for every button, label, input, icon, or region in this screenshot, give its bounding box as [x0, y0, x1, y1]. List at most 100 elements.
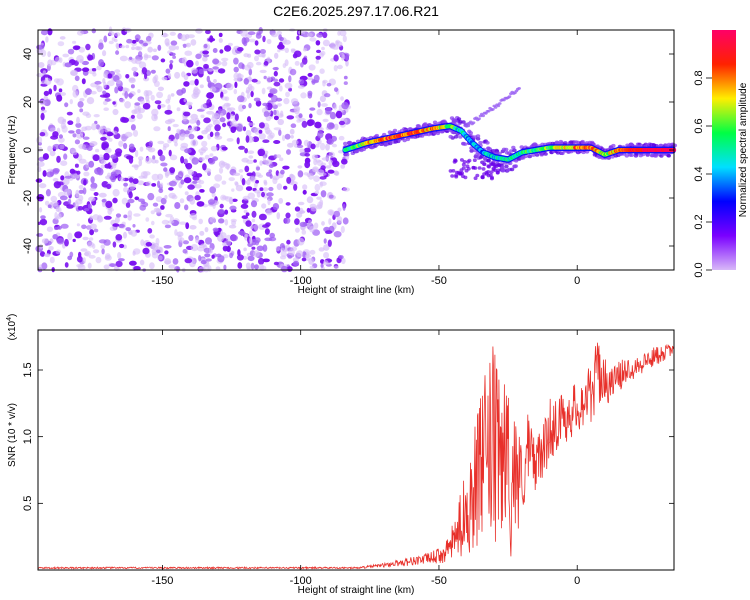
noise-blob: [323, 238, 327, 244]
noise-blob: [58, 88, 63, 93]
noise-blob: [189, 80, 196, 86]
noise-blob: [198, 218, 203, 225]
y-tick-label: 0.5: [22, 496, 34, 511]
noise-blob: [183, 81, 190, 87]
noise-blob: [256, 166, 260, 171]
noise-blob: [125, 44, 130, 49]
noise-blob: [316, 196, 322, 200]
noise-blob: [102, 90, 107, 95]
noise-blob: [241, 215, 248, 220]
noise-blob: [218, 38, 223, 43]
noise-blob: [119, 45, 126, 49]
ridge-halo: [463, 175, 468, 180]
noise-blob: [200, 260, 207, 265]
noise-blob: [325, 165, 332, 169]
noise-blob: [252, 250, 260, 258]
noise-blob: [93, 114, 100, 118]
ridge-halo: [453, 118, 458, 123]
noise-blob: [78, 158, 87, 164]
noise-blob: [324, 93, 331, 98]
noise-blob: [97, 214, 102, 221]
noise-blob: [329, 122, 335, 128]
noise-blob: [333, 103, 338, 110]
noise-blob: [314, 183, 321, 192]
noise-blob: [303, 139, 310, 147]
noise-blob: [226, 83, 234, 91]
noise-blob: [286, 142, 294, 148]
noise-blob: [76, 30, 84, 36]
noise-blob: [128, 56, 133, 60]
noise-blob: [234, 113, 239, 121]
noise-blob: [284, 82, 293, 89]
spectrogram-y-axis: -40 -20 0 20 40: [22, 48, 674, 254]
noise-blob: [123, 214, 128, 219]
noise-blob: [209, 131, 214, 138]
noise-blob: [297, 30, 306, 35]
noise-blob: [55, 206, 60, 212]
noise-blob: [88, 237, 94, 241]
noise-blob: [209, 216, 216, 223]
noise-blob: [50, 135, 59, 140]
noise-blob: [263, 75, 267, 80]
noise-blob: [247, 122, 256, 126]
secondary-branch-dot: [481, 114, 486, 118]
noise-blob: [72, 45, 81, 51]
noise-blob: [176, 128, 181, 134]
noise-blob: [262, 102, 269, 107]
noise-blob: [180, 179, 185, 185]
ridge-halo: [480, 174, 485, 179]
noise-blob: [271, 94, 278, 103]
noise-blob: [217, 255, 225, 263]
noise-blob: [67, 232, 73, 241]
noise-blob: [45, 189, 51, 197]
noise-blob: [92, 72, 97, 77]
ridge-halo: [451, 169, 456, 173]
noise-blob: [82, 257, 86, 264]
noise-blob: [321, 46, 325, 51]
noise-blob: [133, 70, 137, 77]
ridge-halo: [419, 134, 425, 138]
noise-blob: [199, 230, 205, 236]
noise-blob: [145, 217, 150, 222]
noise-blob: [257, 174, 263, 178]
noise-blob: [139, 259, 145, 266]
noise-blob: [311, 80, 319, 84]
ridge-halo: [629, 153, 634, 157]
noise-blob: [114, 216, 120, 224]
noise-blob: [169, 31, 176, 36]
noise-blob: [157, 173, 164, 180]
noise-blob: [290, 135, 294, 139]
noise-blob: [301, 120, 308, 128]
noise-blob: [82, 236, 89, 241]
noise-blob: [333, 231, 342, 238]
noise-blob: [81, 126, 88, 132]
noise-blob: [96, 65, 102, 71]
noise-blob: [101, 198, 107, 203]
noise-blob: [319, 95, 326, 103]
noise-blob: [251, 78, 258, 83]
noise-blob: [336, 216, 343, 224]
noise-blob: [94, 167, 102, 175]
noise-blob: [184, 148, 192, 154]
noise-blob: [109, 226, 117, 232]
noise-blob: [56, 155, 61, 163]
noise-blob: [93, 228, 99, 233]
y-tick-label: 0: [22, 147, 34, 153]
noise-blob: [319, 172, 327, 176]
noise-blob: [39, 207, 43, 213]
noise-blob: [188, 119, 197, 124]
noise-blob: [236, 254, 244, 261]
noise-blob: [152, 155, 156, 161]
noise-blob: [244, 148, 249, 154]
ridge-halo: [439, 129, 445, 134]
noise-blob: [87, 225, 91, 230]
noise-blob: [214, 124, 221, 132]
noise-blob: [57, 41, 65, 47]
noise-blob: [194, 195, 201, 201]
noise-blob: [85, 43, 91, 51]
noise-blob: [145, 35, 152, 42]
noise-blob: [167, 104, 171, 112]
noise-blob: [198, 68, 205, 75]
noise-blob: [327, 169, 335, 174]
